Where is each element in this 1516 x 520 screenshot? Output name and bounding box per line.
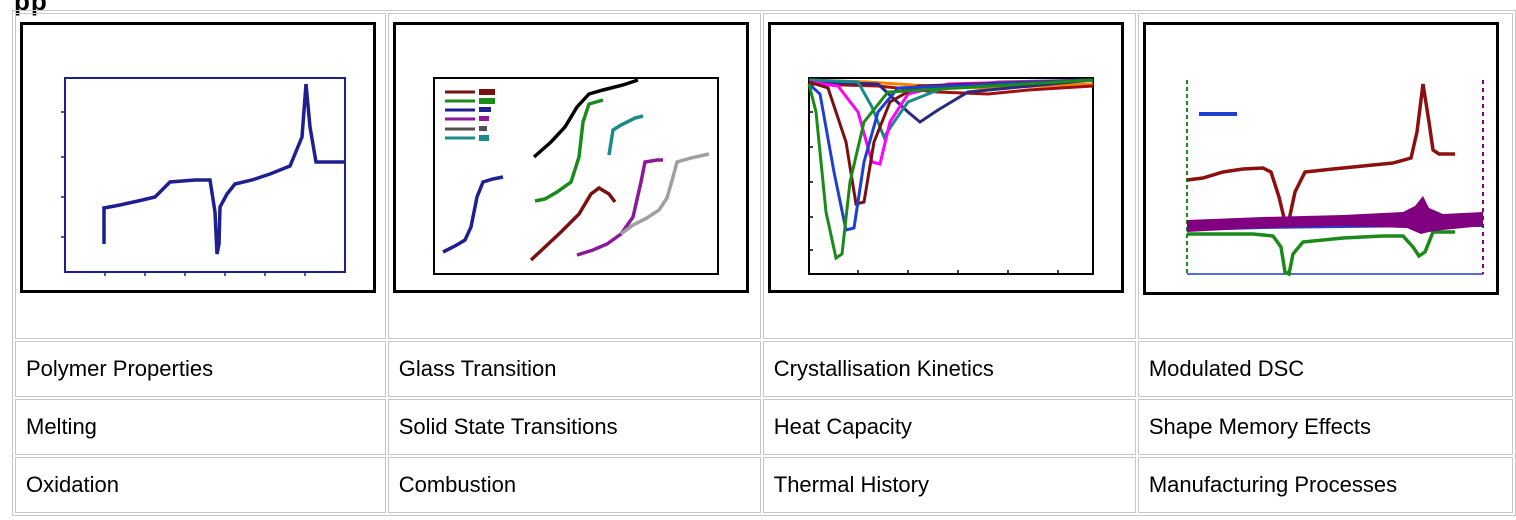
cell-shape-memory-effects: Shape Memory Effects	[1137, 399, 1513, 455]
cell-manufacturing-processes: Manufacturing Processes	[1137, 457, 1513, 513]
cell-thermal-history: Thermal History	[762, 457, 1136, 513]
thumbnail-cell-modulated-dsc	[1137, 13, 1513, 339]
cell-modulated-dsc: Modulated DSC	[1137, 341, 1513, 397]
thumbnail-row	[15, 13, 1513, 339]
cell-solid-state-transitions: Solid State Transitions	[387, 399, 761, 455]
thumbnail-cell-polymer-properties	[15, 13, 386, 339]
application-row: Melting Solid State Transitions Heat Cap…	[15, 399, 1513, 455]
thumbnail-cell-crystallisation-kinetics	[762, 13, 1136, 339]
cell-oxidation: Oxidation	[15, 457, 386, 513]
modulated-dsc-thermogram-icon[interactable]	[1142, 22, 1499, 306]
cell-crystallisation-kinetics: Crystallisation Kinetics	[762, 341, 1136, 397]
cell-combustion: Combustion	[387, 457, 761, 513]
crystallisation-kinetics-thermogram-icon[interactable]	[767, 22, 1124, 306]
glass-transition-thermogram-icon[interactable]	[392, 22, 749, 306]
application-row: Oxidation Combustion Thermal History Man…	[15, 457, 1513, 513]
applications-table: Polymer Properties Glass Transition Crys…	[12, 10, 1516, 516]
cell-glass-transition: Glass Transition	[387, 341, 761, 397]
cell-heat-capacity: Heat Capacity	[762, 399, 1136, 455]
thumbnail-cell-glass-transition	[387, 13, 761, 339]
polymer-properties-thermogram-icon[interactable]	[20, 22, 376, 306]
section-heading-fragment: pp	[14, 0, 48, 16]
cell-polymer-properties: Polymer Properties	[15, 341, 386, 397]
cell-melting: Melting	[15, 399, 386, 455]
application-row: Polymer Properties Glass Transition Crys…	[15, 341, 1513, 397]
